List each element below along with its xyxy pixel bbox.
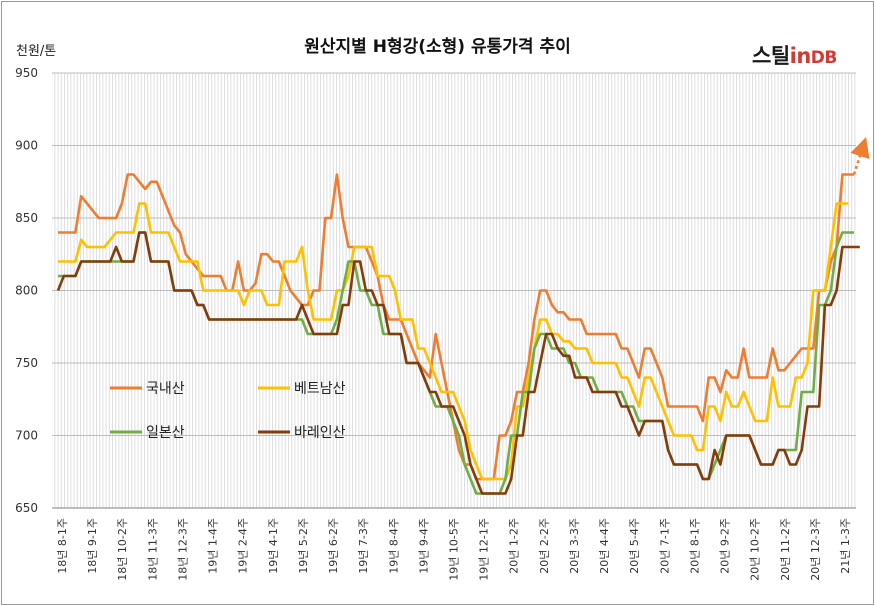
x-tick-label: 19년 10-5주	[448, 518, 461, 581]
x-tick-label: 18년 11-3주	[146, 518, 159, 581]
x-tick-label: 19년 1-4주	[207, 518, 220, 574]
legend-label: 베트남산	[294, 381, 346, 397]
y-tick-label: 800	[15, 284, 38, 298]
x-tick-label: 20년 11-2주	[779, 518, 792, 581]
x-tick-label: 20년 5-4주	[628, 518, 641, 574]
x-tick-label: 20년 12-3주	[809, 518, 822, 581]
x-tick-label: 19년 2-4주	[237, 518, 250, 574]
x-tick-label: 20년 1-2주	[508, 518, 521, 574]
logo-part-2: in	[789, 44, 812, 68]
x-tick-label: 20년 2-2주	[538, 518, 551, 574]
legend-label: 바레인산	[294, 425, 346, 441]
logo-part-3: DB	[810, 48, 838, 68]
y-tick-label: 750	[15, 356, 38, 370]
x-tick-label: 19년 8-4주	[387, 518, 400, 574]
x-tick-label: 18년 8-1주	[56, 518, 69, 574]
chart-title: 원산지별 H형강(소형) 유통가격 추이	[304, 37, 571, 57]
x-tick-label: 18년 12-3주	[176, 518, 189, 581]
legend-label: 국내산	[146, 381, 185, 397]
y-tick-label: 700	[15, 429, 38, 443]
steelindb-logo: 스틸inDB	[752, 40, 837, 70]
x-tick-label: 20년 7-1주	[658, 518, 671, 574]
x-tick-label: 19년 9-4주	[417, 518, 430, 574]
x-tick-label: 19년 12-1주	[478, 518, 491, 581]
x-tick-label: 18년 10-2주	[116, 518, 129, 581]
x-tick-label: 18년 9-1주	[86, 518, 99, 574]
series-line	[56, 231, 860, 495]
x-tick-label: 19년 7-3주	[357, 518, 370, 574]
x-tick-label: 19년 6-2주	[327, 518, 340, 574]
trend-arrow	[850, 136, 870, 175]
y-tick-label: 850	[15, 211, 38, 225]
x-tick-label: 20년 4-4주	[598, 518, 611, 574]
y-tick-label: 650	[15, 501, 38, 515]
logo-part-1: 스틸	[752, 44, 790, 68]
y-axis-unit-label: 천원/톤	[16, 44, 57, 59]
x-tick-label: 20년 10-2주	[749, 518, 762, 581]
x-tick-label: 20년 9-2주	[719, 518, 732, 574]
x-tick-label: 20년 3-3주	[568, 518, 581, 574]
legend-label: 일본산	[146, 425, 185, 441]
series-lines	[56, 173, 860, 495]
y-tick-label: 950	[15, 66, 38, 80]
x-tick-label: 19년 5-2주	[297, 518, 310, 574]
x-tick-label: 20년 8-1주	[688, 518, 701, 574]
x-tick-label: 21년 1-3주	[839, 518, 852, 574]
x-axis-ticks: 18년 8-1주 18년 9-1주 18년 10-2주 18년 11-3주 18년 12…	[56, 518, 852, 581]
series-line	[58, 202, 849, 481]
y-axis-ticks: 650 700 750 800 850 900 950	[15, 66, 38, 515]
x-tick-label: 19년 4-1주	[267, 518, 280, 574]
y-tick-label: 900	[15, 139, 38, 153]
